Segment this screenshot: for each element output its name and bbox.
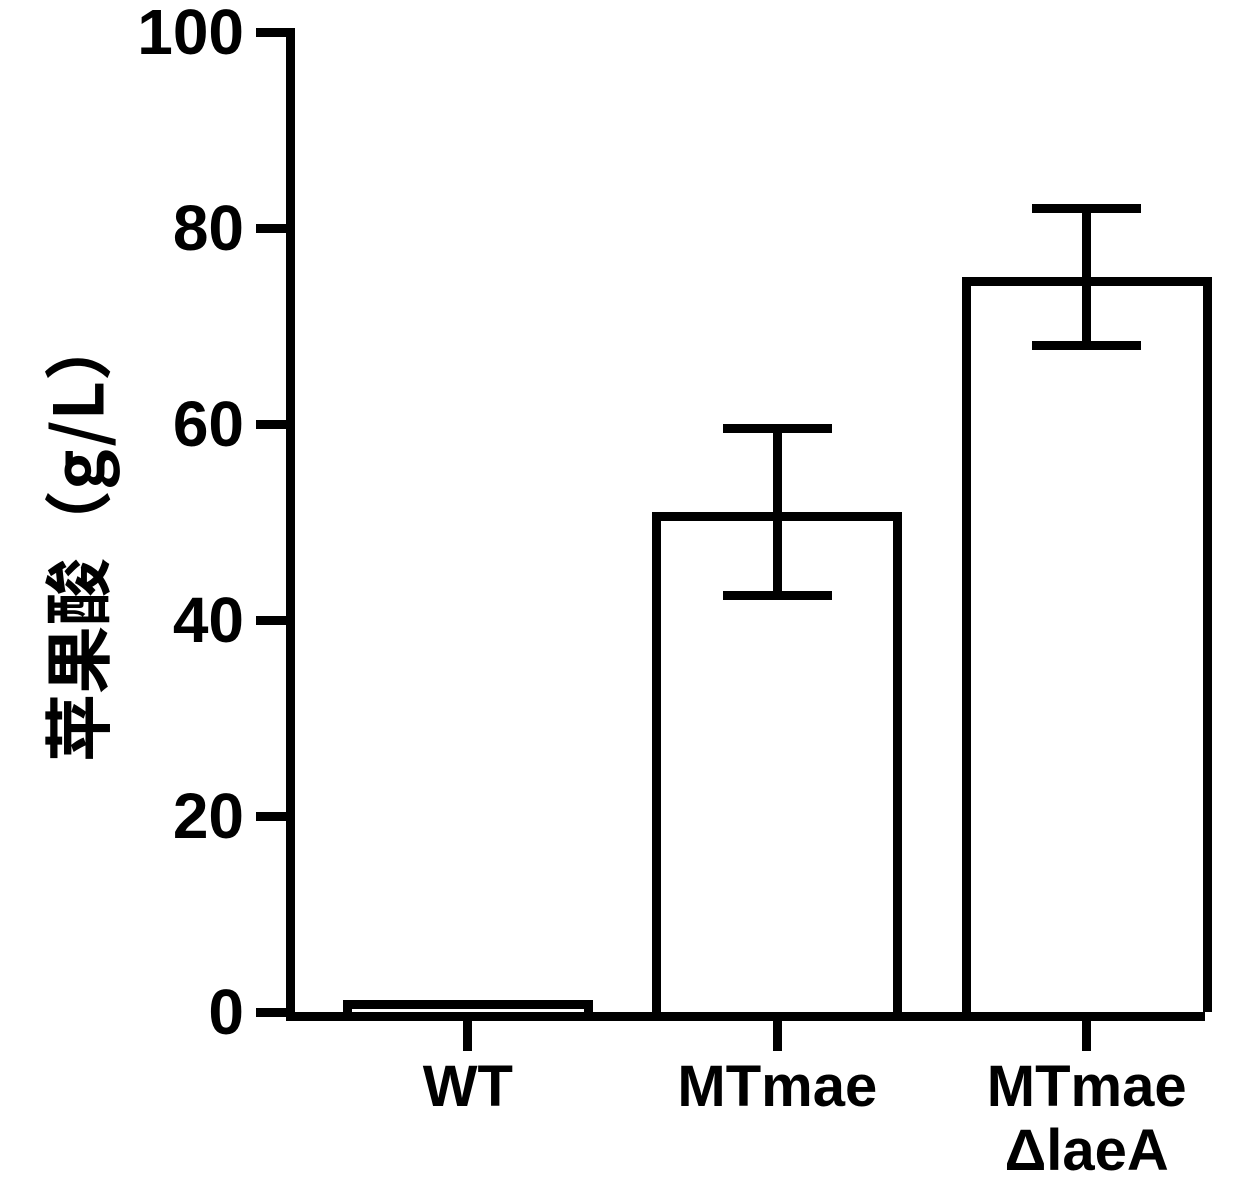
x-tick-label-line: WT bbox=[311, 1055, 624, 1119]
errorbar-line bbox=[1082, 208, 1091, 345]
bar bbox=[962, 277, 1212, 1012]
errorbar-cap-bottom bbox=[723, 591, 832, 600]
x-tick-label-line: MTmae bbox=[930, 1055, 1240, 1119]
plot-area bbox=[295, 32, 1205, 1012]
x-tick-label: MTmaeΔlaeA bbox=[930, 1055, 1240, 1183]
y-axis-line bbox=[286, 28, 295, 1017]
errorbar-line bbox=[773, 429, 782, 596]
bar bbox=[343, 1000, 593, 1012]
y-tick-mark bbox=[256, 1008, 286, 1017]
y-tick-mark bbox=[256, 28, 286, 37]
y-tick-mark bbox=[256, 420, 286, 429]
errorbar-cap-top bbox=[723, 424, 832, 433]
x-tick-mark bbox=[463, 1021, 472, 1051]
x-tick-label: MTmae bbox=[621, 1055, 934, 1119]
x-tick-label-line: MTmae bbox=[621, 1055, 934, 1119]
x-tick-label-line: ΔlaeA bbox=[930, 1119, 1240, 1183]
errorbar-cap-bottom bbox=[1032, 341, 1141, 350]
errorbar-cap-top bbox=[1032, 204, 1141, 213]
x-tick-mark bbox=[773, 1021, 782, 1051]
y-tick-mark bbox=[256, 812, 286, 821]
x-tick-mark bbox=[1082, 1021, 1091, 1051]
x-tick-label: WT bbox=[311, 1055, 624, 1119]
y-axis-label: 苹果酸（g/L） bbox=[25, 48, 124, 1028]
y-tick-mark bbox=[256, 224, 286, 233]
y-tick-mark bbox=[256, 616, 286, 625]
chart-container: 020406080100苹果酸（g/L）WTMTmaeMTmaeΔlaeA bbox=[0, 0, 1240, 1194]
x-axis-line bbox=[286, 1012, 1205, 1021]
